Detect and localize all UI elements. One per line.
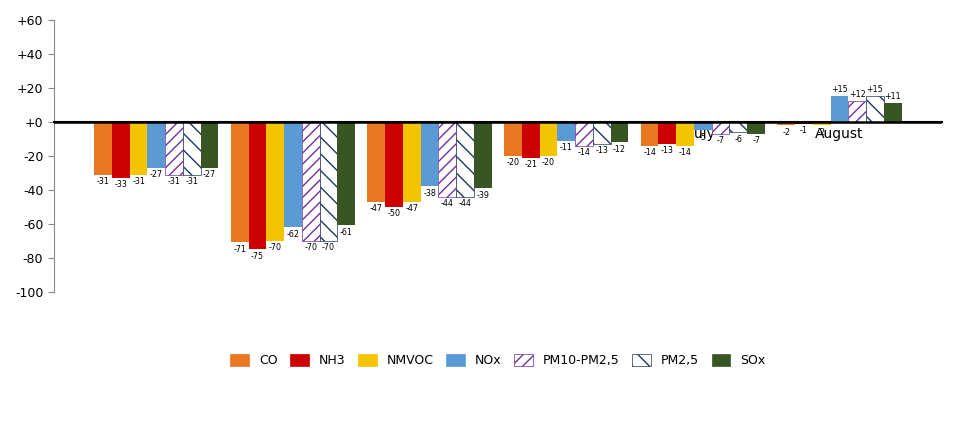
Bar [812, 122, 831, 125]
Bar [130, 122, 147, 174]
Bar [866, 96, 884, 122]
Text: -12: -12 [613, 145, 626, 154]
Bar [504, 122, 522, 156]
Text: -50: -50 [388, 209, 401, 218]
Bar [385, 122, 403, 207]
Bar [183, 122, 201, 174]
Text: -11: -11 [560, 143, 572, 152]
Text: -13: -13 [595, 146, 608, 156]
Bar [677, 122, 694, 146]
Bar [611, 122, 629, 142]
Bar [557, 122, 575, 140]
Bar [94, 122, 112, 174]
Bar [474, 122, 492, 188]
Bar [249, 122, 266, 249]
Bar [320, 122, 338, 241]
Bar [777, 122, 795, 125]
Text: -13: -13 [661, 146, 674, 156]
Bar [831, 96, 848, 122]
Bar [795, 122, 812, 123]
Bar [403, 122, 421, 202]
Bar [231, 122, 249, 242]
Bar [166, 122, 183, 174]
Text: -7: -7 [717, 136, 724, 145]
Text: -47: -47 [406, 204, 418, 213]
Bar [367, 122, 385, 202]
Text: -31: -31 [132, 177, 145, 186]
Bar [301, 122, 320, 241]
Bar [592, 122, 611, 144]
Text: -20: -20 [542, 158, 555, 167]
Legend: CO, NH3, NMVOC, NOx, PM10-PM2,5, PM2,5, SOx: CO, NH3, NMVOC, NOx, PM10-PM2,5, PM2,5, … [231, 354, 766, 367]
Bar [438, 122, 456, 197]
Text: +15: +15 [867, 85, 883, 94]
Bar [729, 122, 747, 132]
Text: -7: -7 [752, 136, 760, 145]
Bar [575, 122, 592, 146]
Bar [147, 122, 166, 168]
Text: -31: -31 [97, 177, 109, 186]
Bar [284, 122, 301, 227]
Text: -75: -75 [251, 252, 264, 261]
Bar [266, 122, 284, 241]
Bar [658, 122, 677, 144]
Text: -38: -38 [423, 189, 436, 198]
Text: -14: -14 [643, 148, 656, 157]
Text: -5: -5 [699, 133, 707, 142]
Text: -2: -2 [817, 128, 826, 137]
Text: -14: -14 [679, 148, 692, 157]
Text: -70: -70 [304, 243, 317, 252]
Text: -31: -31 [167, 177, 181, 186]
Bar [456, 122, 474, 197]
Text: -70: -70 [322, 243, 335, 252]
Text: +15: +15 [831, 85, 848, 94]
Bar [694, 122, 712, 130]
Bar [540, 122, 557, 156]
Text: -62: -62 [286, 230, 300, 238]
Text: -2: -2 [782, 128, 790, 137]
Bar [522, 122, 540, 157]
Text: -31: -31 [186, 177, 198, 186]
Bar [884, 103, 901, 122]
Text: -27: -27 [149, 170, 163, 179]
Bar [338, 122, 355, 225]
Text: -71: -71 [234, 245, 246, 254]
Text: -44: -44 [441, 199, 454, 208]
Text: -39: -39 [477, 191, 489, 200]
Bar [640, 122, 658, 146]
Text: -21: -21 [524, 160, 537, 169]
Text: -1: -1 [800, 126, 808, 135]
Bar [747, 122, 765, 134]
Bar [712, 122, 729, 134]
Text: -27: -27 [203, 170, 216, 179]
Bar [201, 122, 218, 168]
Bar [112, 122, 130, 178]
Text: -20: -20 [506, 158, 520, 167]
Text: +11: +11 [884, 92, 901, 101]
Text: -44: -44 [458, 199, 472, 208]
Text: -14: -14 [577, 148, 590, 157]
Text: -70: -70 [269, 243, 281, 252]
Text: +12: +12 [849, 90, 865, 99]
Text: -33: -33 [115, 181, 127, 190]
Bar [848, 102, 866, 122]
Text: -61: -61 [340, 228, 353, 237]
Bar [421, 122, 438, 186]
Text: -47: -47 [369, 204, 383, 213]
Text: -6: -6 [734, 135, 743, 143]
